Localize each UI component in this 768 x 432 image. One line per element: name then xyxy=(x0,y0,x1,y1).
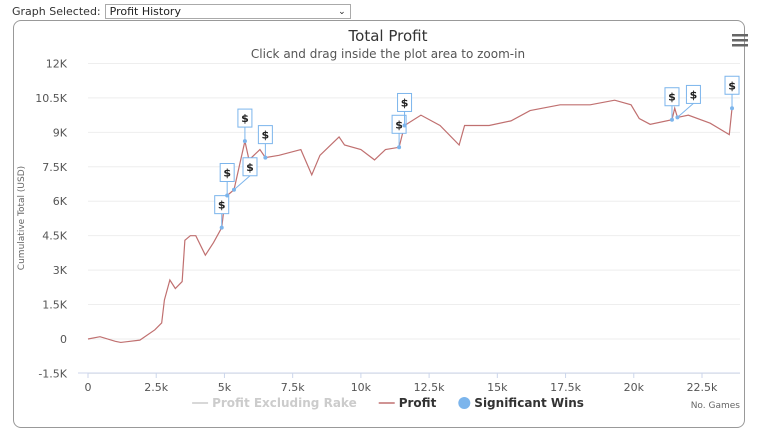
x-tick-label: 0 xyxy=(85,381,92,394)
x-tick-label: 7.5k xyxy=(281,381,305,394)
graph-selector-dropdown[interactable]: Profit History ⌄ xyxy=(104,4,351,19)
y-axis-label: Cumulative Total (USD) xyxy=(17,166,27,270)
legend: Profit Excluding Rake Profit Significant W… xyxy=(192,396,584,410)
significant-win-label: $ xyxy=(728,79,736,92)
x-tick-label: 17.5k xyxy=(550,381,581,394)
chart-title: Total Profit xyxy=(348,27,428,45)
significant-win-flag[interactable]: $ xyxy=(231,157,258,192)
chart-panel xyxy=(13,20,745,428)
legend-item[interactable]: Profit Excluding Rake xyxy=(192,396,357,410)
y-tick-label: 10.5K xyxy=(35,92,67,105)
x-tick-label: 10k xyxy=(351,381,372,394)
significant-win-flag[interactable]: $ xyxy=(237,108,253,144)
significant-win-flag[interactable]: $ xyxy=(675,84,701,120)
y-tick-label: 1.5K xyxy=(42,299,67,312)
significant-win-flag[interactable]: $ xyxy=(257,125,273,160)
graph-selector-label: Graph Selected: xyxy=(12,5,101,18)
graph-selector-bar: Graph Selected: Profit History ⌄ xyxy=(12,3,351,20)
legend-item[interactable]: Significant Wins xyxy=(458,396,584,410)
significant-win-flag[interactable]: $ xyxy=(724,75,740,111)
y-tick-label: 3K xyxy=(53,264,68,277)
significant-win-flag[interactable]: $ xyxy=(664,87,680,122)
x-tick-label: 12.5k xyxy=(414,381,445,394)
y-tick-label: 0 xyxy=(60,333,67,346)
significant-win-label: $ xyxy=(262,129,270,142)
y-tick-label: 12K xyxy=(46,57,68,70)
y-tick-label: 4.5K xyxy=(42,230,67,243)
x-axis-label: No. Games xyxy=(691,401,741,411)
significant-win-flag[interactable]: $ xyxy=(214,195,230,230)
legend-label: Profit Excluding Rake xyxy=(212,396,357,410)
y-tick-label: 7.5K xyxy=(42,161,67,174)
significant-win-label: $ xyxy=(223,167,231,180)
legend-label: Profit xyxy=(399,396,437,410)
significant-win-label: $ xyxy=(241,112,249,125)
significant-win-label: $ xyxy=(246,161,254,174)
y-tick-label: 9K xyxy=(53,126,68,139)
significant-win-label: $ xyxy=(401,96,409,109)
y-tick-label: 6K xyxy=(53,195,68,208)
x-tick-label: 2.5k xyxy=(144,381,168,394)
significant-win-label: $ xyxy=(395,118,403,131)
significant-win-label: $ xyxy=(690,88,698,101)
legend-label: Significant Wins xyxy=(474,396,584,410)
significant-win-label: $ xyxy=(668,91,676,104)
legend-item[interactable]: Profit xyxy=(378,396,437,410)
y-tick-label: -1.5K xyxy=(38,367,67,380)
significant-win-flag[interactable]: $ xyxy=(219,163,235,198)
significant-win-label: $ xyxy=(218,199,226,212)
significant-win-flag[interactable]: $ xyxy=(391,114,407,150)
hamburger-menu-icon[interactable] xyxy=(732,34,748,47)
graph-selector-value: Profit History xyxy=(109,5,181,18)
x-tick-label: 15k xyxy=(487,381,508,394)
x-tick-label: 20k xyxy=(624,381,645,394)
significant-win-flag[interactable]: $ xyxy=(397,92,413,128)
x-tick-label: 22.5k xyxy=(687,381,718,394)
profit-series-line xyxy=(87,99,733,344)
chevron-down-icon: ⌄ xyxy=(338,6,346,17)
chart-subtitle: Click and drag inside the plot area to z… xyxy=(251,47,525,61)
legend-dot-icon xyxy=(458,397,471,409)
x-tick-label: 5k xyxy=(218,381,232,394)
